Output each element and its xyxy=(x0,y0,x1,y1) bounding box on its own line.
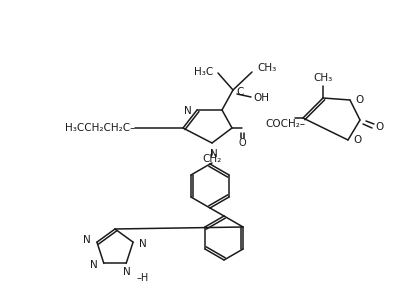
Text: C: C xyxy=(236,87,243,97)
Text: O: O xyxy=(375,122,383,132)
Text: N: N xyxy=(210,149,218,159)
Text: CH₃: CH₃ xyxy=(257,63,276,73)
Text: N: N xyxy=(139,239,147,249)
Text: CH₃: CH₃ xyxy=(313,73,333,83)
Text: COCH₂–: COCH₂– xyxy=(265,119,305,129)
Text: H₃C: H₃C xyxy=(194,67,213,77)
Text: N: N xyxy=(83,235,91,245)
Text: O: O xyxy=(238,138,246,148)
Text: O: O xyxy=(353,135,361,145)
Text: H₃CCH₂CH₂C–: H₃CCH₂CH₂C– xyxy=(65,123,135,133)
Text: CH₂: CH₂ xyxy=(203,154,221,164)
Text: OH: OH xyxy=(253,93,269,103)
Text: N: N xyxy=(123,267,131,277)
Text: –H: –H xyxy=(136,273,149,283)
Text: O: O xyxy=(355,95,363,105)
Text: N: N xyxy=(90,260,98,270)
Text: N: N xyxy=(184,106,192,116)
